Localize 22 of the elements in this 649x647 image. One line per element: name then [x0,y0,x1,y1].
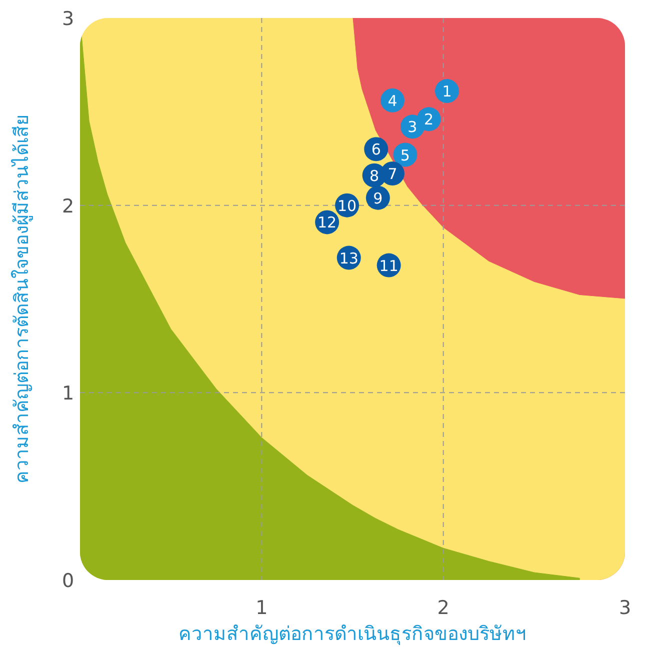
annotation: 11 [379,256,398,275]
y-tick-label: 1 [62,382,74,405]
x-tick-label: 2 [437,597,450,619]
y-tick-label: 2 [62,195,74,218]
annotation: 6 [371,140,381,159]
annotation: 13 [339,249,358,268]
y-tick-label: 3 [62,8,74,30]
annotation: 12 [318,214,337,232]
x-tick-label: 3 [618,597,632,619]
annotation: 2 [424,110,434,129]
y-tick-label: 0 [62,570,74,592]
annotation: 9 [373,189,383,208]
annotation: 10 [338,196,357,215]
annotation: 3 [408,118,418,136]
annotation: 7 [388,164,398,183]
annotation: 5 [400,146,410,164]
annotation: 1 [442,82,452,101]
y-axis-title: ความสำคัญต่อการตัดสินใจของผู้มีส่วนได้เสีย [11,114,33,484]
x-tick-label: 1 [256,597,268,619]
annotation: 8 [370,166,380,185]
annotation: 4 [388,92,398,110]
x-axis-title: ความสำคัญต่อการดำเนินธุรกิจของบริษัทฯ [178,623,526,646]
